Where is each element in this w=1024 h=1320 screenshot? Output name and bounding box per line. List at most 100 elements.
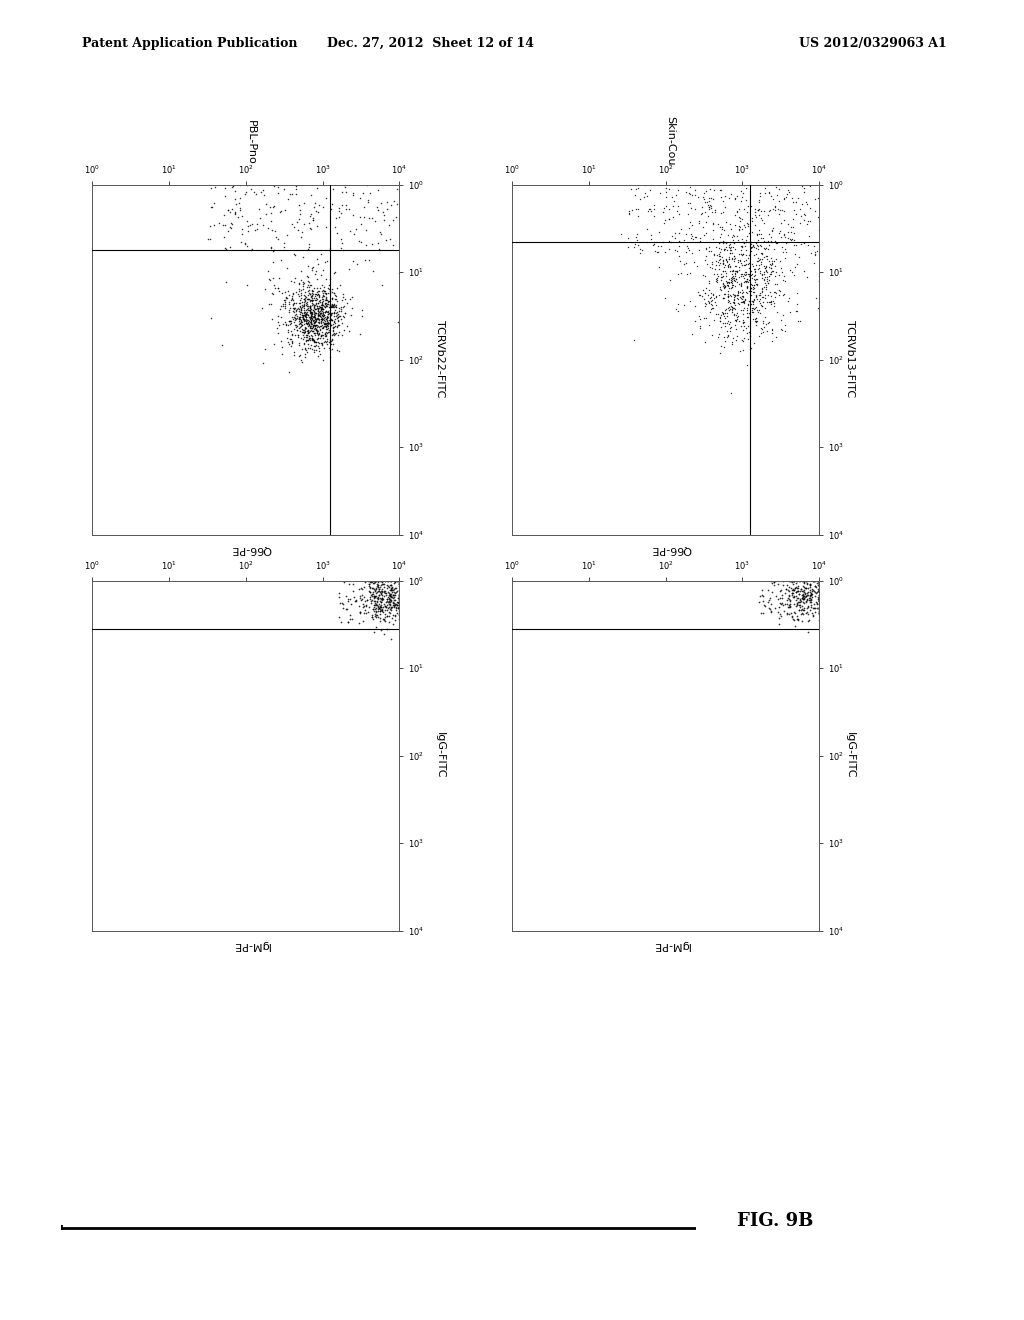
Point	[328, 306, 344, 327]
Point	[773, 261, 790, 282]
Point	[656, 210, 673, 231]
Point	[713, 264, 729, 285]
Point	[381, 582, 397, 603]
Point	[307, 263, 324, 284]
Point	[702, 178, 719, 199]
Point	[811, 594, 827, 615]
Point	[318, 187, 335, 209]
Point	[302, 312, 318, 333]
Point	[366, 570, 382, 591]
Point	[719, 252, 735, 273]
Point	[315, 309, 332, 330]
Point	[279, 327, 295, 348]
Point	[755, 286, 771, 308]
Point	[664, 187, 680, 209]
Point	[637, 183, 653, 205]
Point	[304, 304, 321, 325]
Point	[729, 288, 745, 309]
Point	[299, 289, 315, 310]
Point	[318, 305, 335, 326]
Point	[367, 594, 383, 615]
Point	[778, 602, 795, 623]
Point	[735, 312, 752, 333]
Point	[310, 327, 327, 348]
Point	[720, 297, 736, 318]
Point	[748, 285, 764, 306]
Point	[785, 199, 802, 220]
Point	[367, 622, 383, 643]
Point	[298, 310, 314, 331]
Point	[310, 315, 327, 337]
Point	[291, 346, 307, 367]
Point	[681, 218, 697, 239]
Point	[324, 302, 340, 323]
Point	[765, 187, 781, 209]
Point	[310, 309, 327, 330]
Point	[708, 286, 724, 308]
Point	[760, 591, 776, 612]
Point	[744, 302, 761, 323]
Point	[316, 323, 333, 345]
Point	[203, 308, 219, 329]
Point	[725, 260, 741, 281]
Point	[314, 306, 331, 327]
Point	[227, 203, 244, 224]
Point	[301, 321, 317, 342]
Point	[301, 282, 317, 304]
Point	[762, 587, 778, 609]
Point	[306, 285, 323, 306]
Point	[711, 259, 727, 280]
Point	[806, 581, 822, 602]
Point	[370, 587, 386, 609]
Point	[804, 581, 820, 602]
Point	[373, 591, 389, 612]
Point	[308, 248, 325, 269]
Point	[326, 310, 342, 331]
Point	[296, 298, 312, 319]
Point	[745, 298, 762, 319]
Point	[321, 302, 337, 323]
Point	[795, 587, 811, 609]
Point	[243, 239, 259, 260]
Point	[716, 277, 732, 298]
Point	[314, 298, 331, 319]
Point	[770, 602, 786, 623]
Point	[730, 198, 746, 219]
Point	[662, 269, 678, 290]
Point	[333, 309, 349, 330]
Point	[301, 313, 317, 334]
Point	[752, 285, 768, 306]
Point	[300, 319, 316, 341]
Point	[705, 294, 721, 315]
Point	[715, 249, 731, 271]
Point	[272, 296, 289, 317]
Point	[713, 252, 729, 273]
Point	[630, 205, 646, 226]
Point	[222, 216, 239, 238]
Point	[767, 598, 783, 619]
Point	[713, 187, 729, 209]
Point	[365, 582, 381, 603]
Point	[263, 236, 280, 257]
Point	[325, 279, 341, 300]
Point	[380, 576, 396, 597]
Point	[762, 281, 778, 302]
Point	[792, 591, 808, 612]
Point	[283, 314, 299, 335]
Point	[787, 602, 804, 623]
Point	[326, 282, 342, 304]
Point	[222, 236, 239, 257]
Point	[734, 281, 751, 302]
Point	[380, 591, 396, 612]
Point	[796, 598, 812, 619]
Point	[742, 236, 759, 257]
Point	[691, 318, 708, 339]
Point	[313, 313, 330, 334]
Point	[702, 197, 719, 218]
Point	[750, 273, 766, 294]
Point	[292, 345, 308, 366]
Point	[727, 276, 743, 297]
Point	[376, 210, 392, 231]
Point	[740, 306, 757, 327]
Point	[701, 286, 718, 308]
